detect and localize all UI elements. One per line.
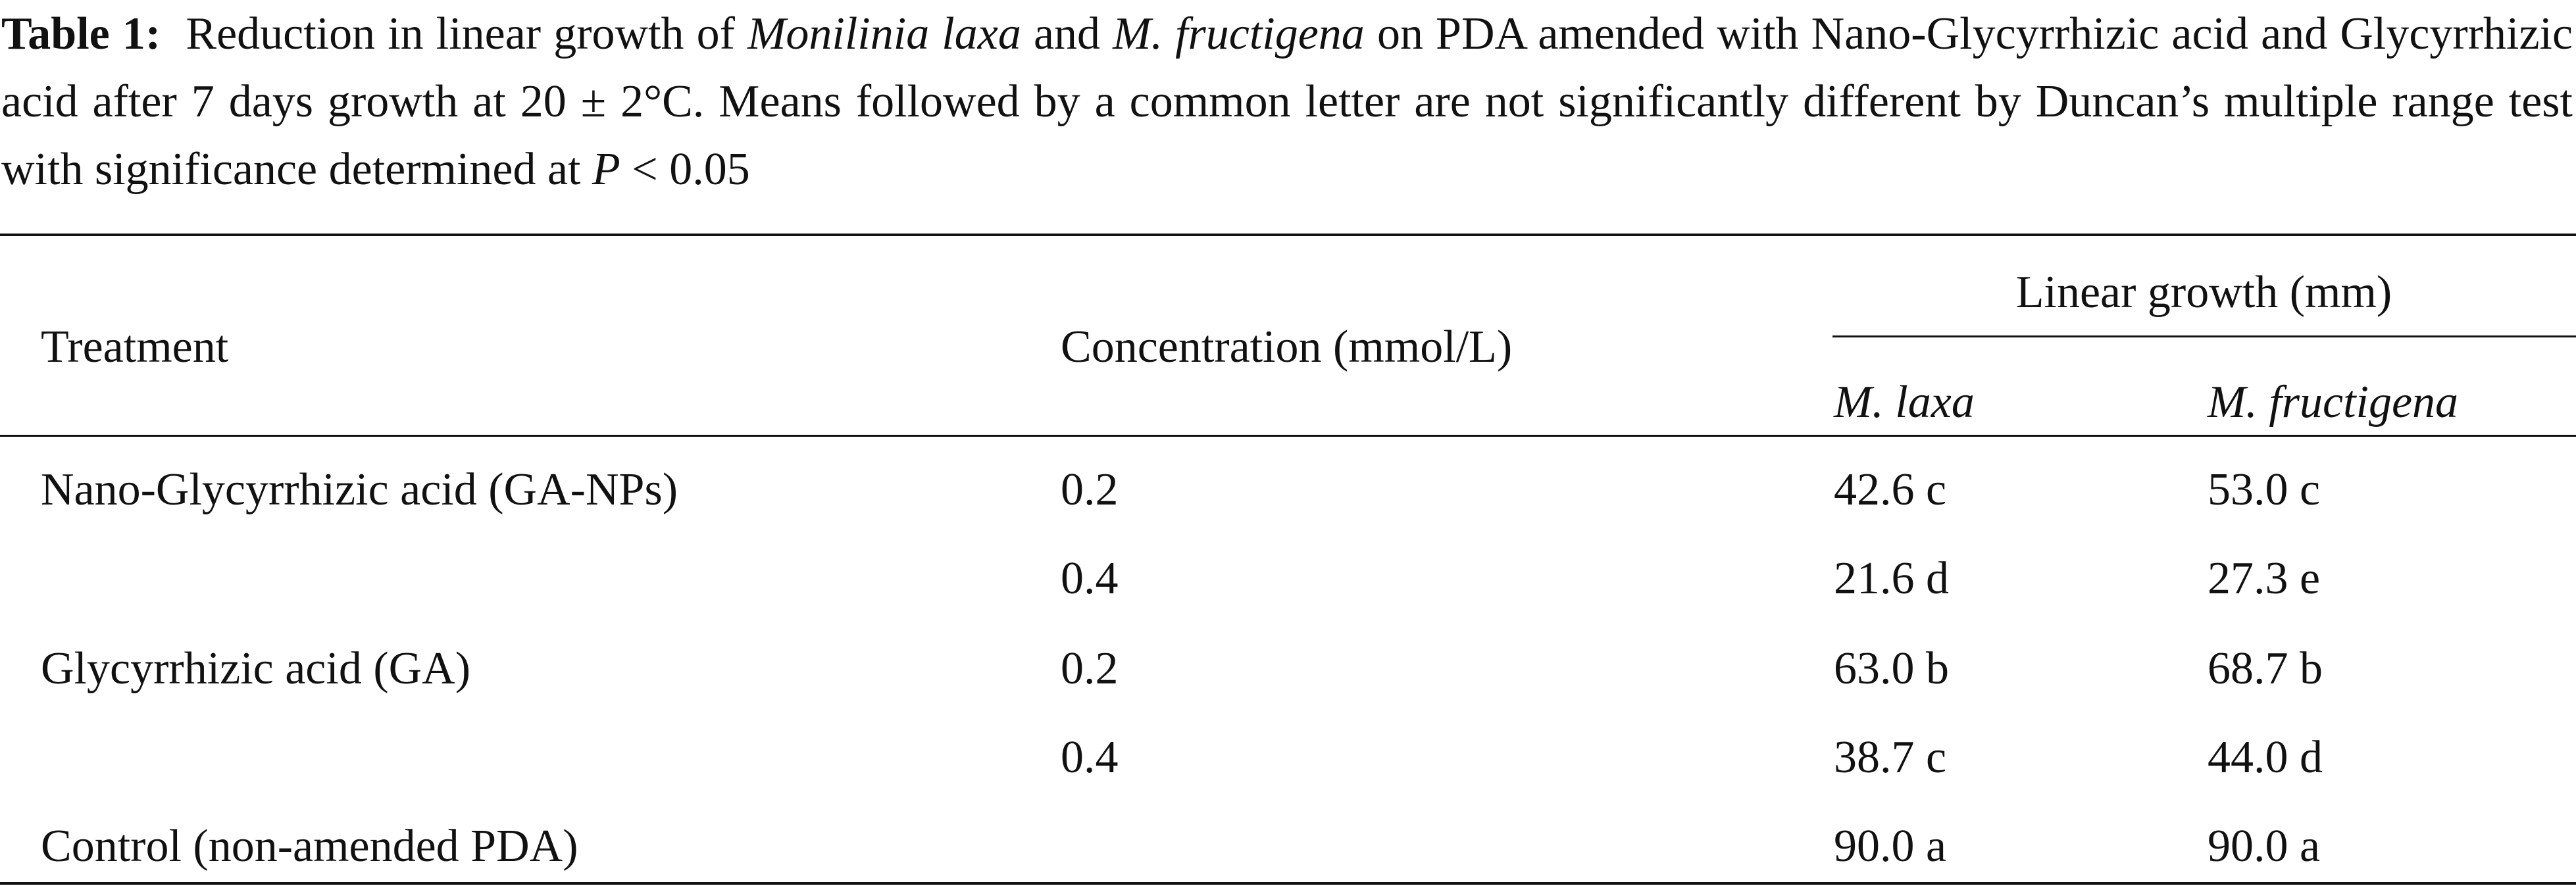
table-cell: 90.0 a <box>1834 821 1947 872</box>
group-rule <box>1832 335 2576 337</box>
bottom-rule <box>0 882 2576 885</box>
table-cell: 0.4 <box>1061 553 1119 604</box>
table-cell: Nano-Glycyrrhizic acid (GA-NPs) <box>41 464 678 515</box>
top-rule <box>0 234 2576 236</box>
table-cell: 42.6 c <box>1834 464 1947 515</box>
caption-text: Monilinia laxa <box>747 9 1021 59</box>
header-cell: M. laxa <box>1834 377 1975 428</box>
header-cell: Linear growth (mm) <box>2015 267 2392 318</box>
header-cell: M. fructigena <box>2208 377 2459 428</box>
caption-text: Reduction in linear growth of <box>186 9 735 59</box>
caption-label: Table 1: <box>1 9 161 59</box>
table-cell: 63.0 b <box>1834 643 1949 694</box>
table-cell: 0.2 <box>1061 643 1119 694</box>
caption-text: < 0.05 <box>632 144 750 195</box>
table-cell: 53.0 c <box>2208 464 2321 515</box>
table-cell: 44.0 d <box>2208 732 2323 783</box>
header-rule <box>0 435 2576 437</box>
table-cell: Glycyrrhizic acid (GA) <box>41 643 471 694</box>
table-cell: 0.2 <box>1061 464 1119 515</box>
caption-text: on PDA amended with Nano-Glycyrrhizic ac… <box>1 9 2573 195</box>
table-cell: 27.3 e <box>2208 553 2321 604</box>
caption-text: M. fructigena <box>1113 9 1365 59</box>
caption-text: and <box>1033 9 1101 59</box>
header-cell: Treatment <box>41 322 229 372</box>
caption: Table 1: Reduction in linear growth of M… <box>1 0 2573 203</box>
table-cell: 90.0 a <box>2208 821 2321 872</box>
header-cell: Concentration (mmol/L) <box>1061 322 1513 372</box>
table-cell: 68.7 b <box>2208 643 2323 694</box>
caption-text: P <box>592 144 620 195</box>
table-cell: 38.7 c <box>1834 732 1947 783</box>
table-cell: 0.4 <box>1061 732 1119 783</box>
table-cell: Control (non-amended PDA) <box>41 821 578 872</box>
table-cell: 21.6 d <box>1834 553 1949 604</box>
